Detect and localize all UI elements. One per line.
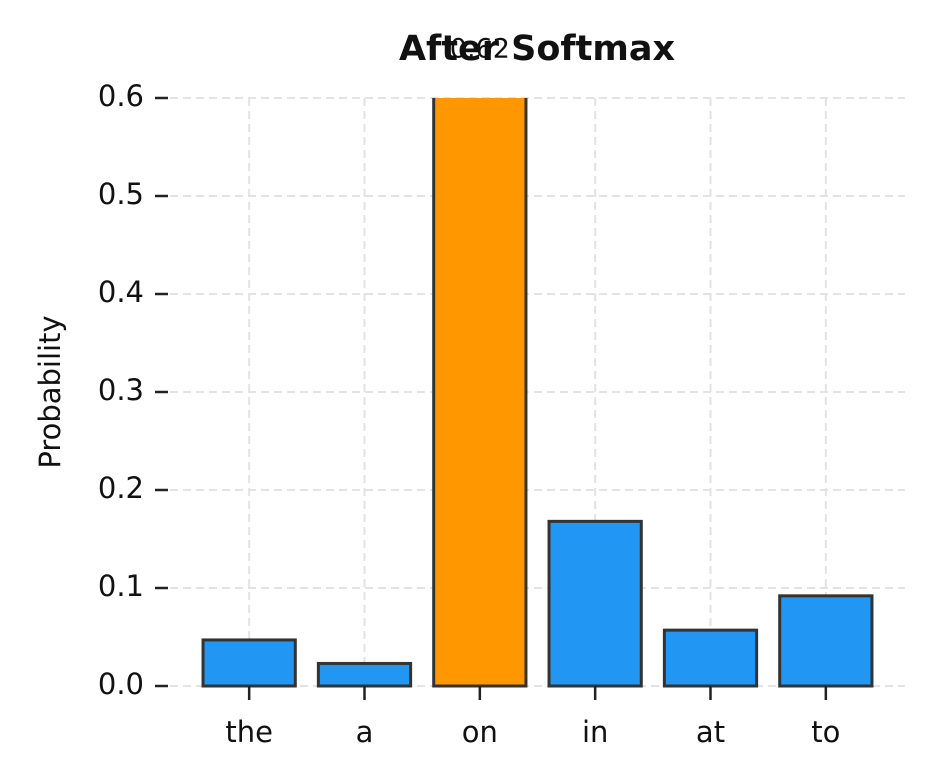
x-tick-label: on: [462, 715, 498, 749]
y-axis-label: Probability: [33, 315, 67, 468]
y-tick-label: 0.4: [98, 275, 144, 309]
y-tick-label: 0.3: [98, 373, 144, 407]
y-tick-label: 0.2: [98, 471, 144, 505]
plot-area: [201, 98, 874, 688]
bar: [778, 594, 874, 688]
bar: [201, 638, 297, 688]
y-tick-label: 0.0: [98, 667, 144, 701]
bar: [547, 519, 643, 688]
x-tick-label: at: [696, 715, 725, 749]
x-tick-label: to: [811, 715, 840, 749]
y-tick-label: 0.6: [98, 79, 144, 113]
bar: [316, 661, 413, 688]
bar: [662, 628, 759, 688]
chart-title: After Softmax: [399, 29, 676, 69]
bar: [432, 98, 528, 688]
value-label: 0.62: [450, 34, 510, 65]
x-tick-label: the: [225, 715, 273, 749]
x-tick-label: a: [356, 715, 374, 749]
y-tick-label: 0.5: [98, 177, 144, 211]
x-tick-label: in: [582, 715, 608, 749]
y-tick-label: 0.1: [98, 569, 144, 603]
